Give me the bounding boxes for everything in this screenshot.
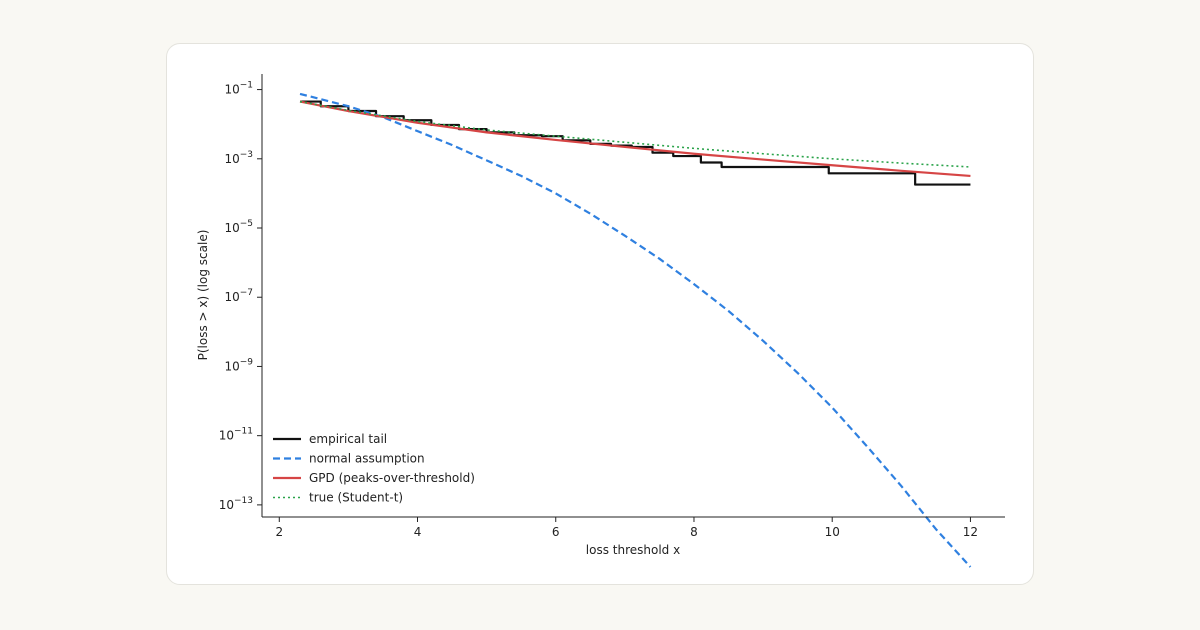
y-axis-label: P(loss > x) (log scale) bbox=[196, 230, 210, 361]
series-lines bbox=[299, 92, 972, 568]
series-normal-assumption bbox=[299, 92, 972, 568]
y-tick-label: 10−5 bbox=[224, 219, 253, 235]
tail-probability-chart: 2 4 6 8 10 12 10−110−310−510−710−910−1110−13 … bbox=[196, 74, 1005, 568]
x-axis-label: loss threshold x bbox=[586, 543, 680, 557]
series-gpd-peaks-over-threshold bbox=[299, 100, 971, 178]
y-tick-label: 10−11 bbox=[219, 427, 253, 443]
x-tick-label: 12 bbox=[963, 525, 978, 539]
x-tick-label: 4 bbox=[414, 525, 422, 539]
y-tick-label: 10−13 bbox=[219, 496, 253, 512]
legend-label-normal-assumption: normal assumption bbox=[309, 452, 425, 466]
y-tick-label: 10−3 bbox=[224, 150, 253, 166]
axes bbox=[261, 74, 1005, 518]
x-tick-label: 6 bbox=[552, 525, 560, 539]
chart-card: 2 4 6 8 10 12 10−1 10−3 10−5 10−7 10−9 10−11 10−13 … bbox=[166, 43, 1034, 585]
x-tick-label: 10 bbox=[825, 525, 840, 539]
x-tick-label: 8 bbox=[690, 525, 698, 539]
legend-label-true-student-t: true (Student-t) bbox=[309, 491, 403, 505]
legend: empirical tail normal assumption GPD (peak… bbox=[273, 432, 475, 505]
legend-label-gpd-peaks-over-threshold: GPD (peaks-over-threshold) bbox=[309, 471, 475, 485]
x-tick-label: 2 bbox=[275, 525, 283, 539]
y-tick-label: 10−7 bbox=[224, 288, 253, 304]
series-true-student-t bbox=[299, 100, 971, 168]
y-tick-label: 10−1 bbox=[224, 81, 253, 97]
legend-label-empirical-tail: empirical tail bbox=[309, 432, 387, 446]
y-tick-label: 10−9 bbox=[224, 357, 253, 373]
x-ticks: 2 4 6 8 10 12 bbox=[275, 517, 978, 539]
y-ticks: 10−1 10−3 10−5 10−7 10−9 10−11 10−13 bbox=[219, 81, 262, 512]
series-empirical-tail bbox=[300, 100, 971, 186]
